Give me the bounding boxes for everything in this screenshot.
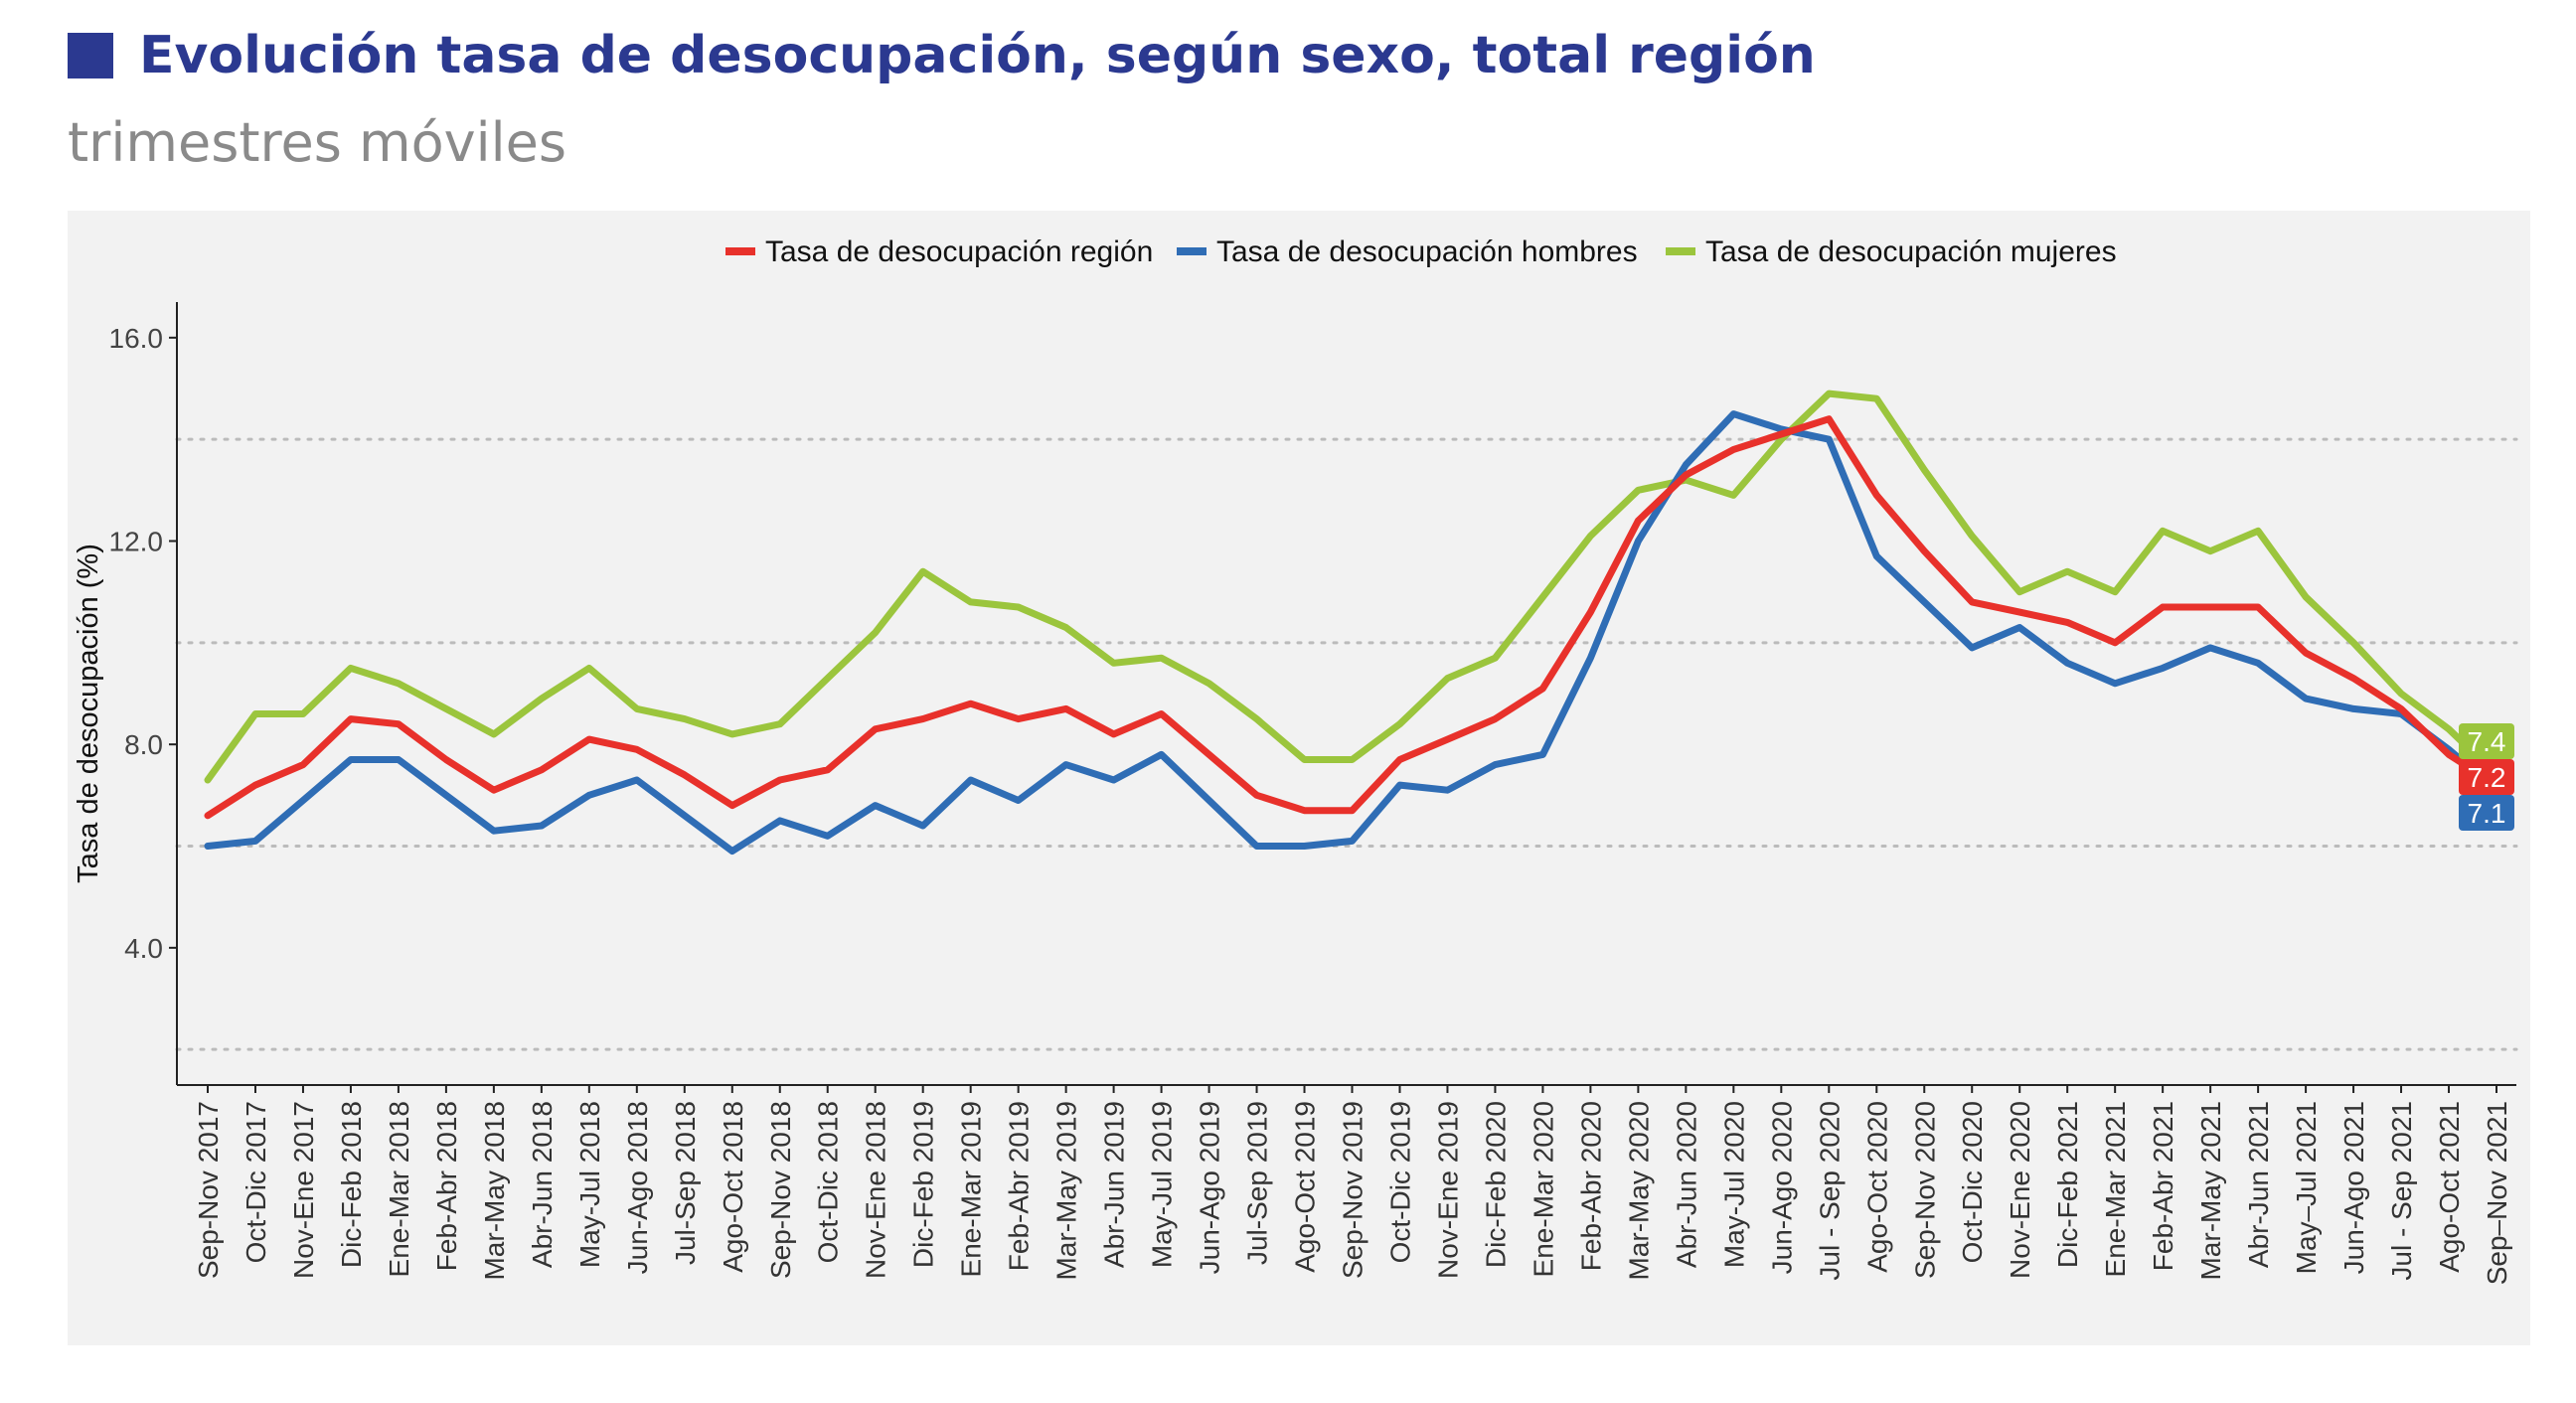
x-tick-label: Ago-Oct 2020 bbox=[1861, 1101, 1892, 1273]
x-tick-label: Mar-May 2019 bbox=[1051, 1101, 1082, 1281]
y-tick-label: 8.0 bbox=[124, 729, 163, 760]
x-tick-label: Ago-Oct 2018 bbox=[718, 1101, 748, 1273]
x-tick-label: Ene-Mar 2021 bbox=[2100, 1101, 2131, 1277]
y-axis-label: Tasa de desocupación (%) bbox=[73, 544, 104, 883]
y-tick-label: 12.0 bbox=[109, 526, 164, 556]
end-label-box-region bbox=[2459, 759, 2514, 795]
gridlines bbox=[175, 437, 2518, 1051]
x-tick-label: Jul - Sep 2021 bbox=[2386, 1101, 2417, 1281]
x-tick-label: Ene-Mar 2020 bbox=[1528, 1101, 1558, 1277]
x-tick-label: Abr-Jun 2020 bbox=[1671, 1101, 1701, 1268]
x-tick-label: Jun-Ago 2019 bbox=[1195, 1101, 1225, 1274]
x-tick-label: Jul-Sep 2018 bbox=[670, 1101, 701, 1265]
axes bbox=[176, 302, 2516, 1086]
page-title: Evolución tasa de desocupación, según se… bbox=[139, 26, 1816, 85]
legend-label-region: Tasa de desocupación región bbox=[765, 235, 1153, 268]
series-lines bbox=[204, 390, 2500, 856]
series-line-mujeres bbox=[204, 390, 2500, 784]
x-tick-label: Sep-Nov 2017 bbox=[193, 1101, 224, 1279]
series-line-region bbox=[204, 415, 2500, 820]
x-tick-label: Nov-Ene 2017 bbox=[288, 1101, 319, 1279]
x-tick-label: Sep-Nov 2020 bbox=[1909, 1101, 1940, 1279]
x-tick-label: Dic-Feb 2018 bbox=[336, 1101, 367, 1268]
end-label-box-hombres bbox=[2459, 795, 2514, 831]
x-tick-label: Mar-May 2020 bbox=[1623, 1101, 1654, 1281]
x-tick-label: Oct-Dic 2020 bbox=[1957, 1101, 1988, 1263]
x-tick-label: Oct-Dic 2018 bbox=[813, 1101, 844, 1263]
x-tick-label: Dic-Feb 2020 bbox=[1480, 1101, 1511, 1268]
x-tick-label: May-Jul 2020 bbox=[1718, 1101, 1749, 1268]
x-tick-label: Abr-Jun 2021 bbox=[2243, 1101, 2274, 1268]
x-tick-label: Nov-Ene 2019 bbox=[1432, 1101, 1463, 1279]
legend: Tasa de desocupación región Tasa de desoc… bbox=[725, 235, 2117, 268]
x-tick-label: Feb-Abr 2019 bbox=[1004, 1101, 1035, 1271]
x-tick-label: Jun-Ago 2021 bbox=[2338, 1101, 2369, 1274]
x-tick-label: Ene-Mar 2019 bbox=[956, 1101, 987, 1277]
legend-label-hombres: Tasa de desocupación hombres bbox=[1216, 235, 1638, 268]
page-subtitle: trimestres móviles bbox=[68, 111, 567, 174]
x-tick-label: Dic-Feb 2019 bbox=[908, 1101, 939, 1268]
x-tick-label: Abr-Jun 2018 bbox=[527, 1101, 558, 1268]
x-tick-label: Mar-May 2018 bbox=[479, 1101, 510, 1281]
x-tick-label: Sep-Nov 2018 bbox=[765, 1101, 796, 1279]
legend-label-mujeres: Tasa de desocupación mujeres bbox=[1705, 235, 2117, 268]
x-tick-label: May–Jul 2021 bbox=[2291, 1101, 2322, 1274]
x-ticks: Sep-Nov 2017 Oct-Dic 2017 Nov-Ene 2017 Dic-… bbox=[193, 1085, 2512, 1285]
x-tick-label: Jun-Ago 2018 bbox=[622, 1101, 653, 1274]
x-tick-label: Feb-Abr 2018 bbox=[431, 1101, 462, 1271]
end-label-hombres: 7.1 bbox=[2468, 798, 2506, 829]
x-tick-label: Mar-May 2021 bbox=[2195, 1101, 2226, 1281]
x-tick-label: Oct-Dic 2017 bbox=[241, 1101, 271, 1263]
end-label-region: 7.2 bbox=[2468, 762, 2506, 793]
chart-panel: 4.0 8.0 12.0 16.0 Sep-Nov 2017 Oct-Dic 2017 N… bbox=[68, 211, 2530, 1345]
x-tick-label: Jul-Sep 2019 bbox=[1242, 1101, 1273, 1265]
series-line-hombres bbox=[204, 410, 2500, 856]
end-label-box-mujeres bbox=[2459, 723, 2514, 759]
x-tick-label: Jun-Ago 2020 bbox=[1766, 1101, 1797, 1274]
x-tick-label: Nov-Ene 2018 bbox=[861, 1101, 891, 1279]
x-tick-label: Abr-Jun 2019 bbox=[1099, 1101, 1130, 1268]
x-tick-label: Feb-Abr 2021 bbox=[2148, 1101, 2178, 1271]
title-row: Evolución tasa de desocupación, según se… bbox=[68, 26, 1816, 85]
x-tick-label: May-Jul 2018 bbox=[574, 1101, 605, 1268]
x-tick-label: Oct-Dic 2019 bbox=[1384, 1101, 1415, 1263]
x-tick-label: Dic-Feb 2021 bbox=[2052, 1101, 2083, 1268]
x-tick-label: Jul - Sep 2020 bbox=[1814, 1101, 1845, 1281]
end-label-mujeres: 7.4 bbox=[2468, 726, 2506, 757]
y-tick-label: 4.0 bbox=[124, 933, 163, 964]
end-labels: 7.4 7.2 7.1 bbox=[2459, 723, 2514, 831]
y-tick-label: 16.0 bbox=[109, 323, 164, 354]
x-tick-label: Ago-Oct 2021 bbox=[2434, 1101, 2465, 1273]
x-tick-label: Feb-Abr 2020 bbox=[1575, 1101, 1606, 1271]
x-tick-label: Nov-Ene 2020 bbox=[2005, 1101, 2035, 1279]
x-tick-label: May-Jul 2019 bbox=[1147, 1101, 1178, 1268]
x-tick-label: Ago-Oct 2019 bbox=[1290, 1101, 1321, 1273]
line-chart: 4.0 8.0 12.0 16.0 Sep-Nov 2017 Oct-Dic 2017 N… bbox=[73, 235, 2518, 1285]
x-tick-label: Sep–Nov 2021 bbox=[2482, 1101, 2512, 1285]
y-ticks: 4.0 8.0 12.0 16.0 bbox=[109, 323, 177, 964]
x-tick-label: Ene-Mar 2018 bbox=[384, 1101, 414, 1277]
x-tick-label: Sep-Nov 2019 bbox=[1338, 1101, 1368, 1279]
title-square-icon bbox=[68, 33, 113, 78]
